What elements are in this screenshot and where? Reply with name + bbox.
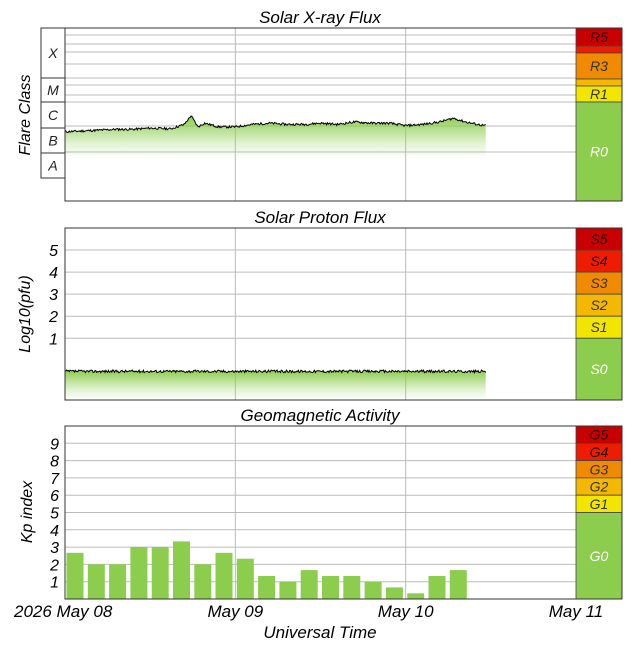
xray-band-3 [575, 52, 623, 80]
kp-bar [109, 564, 127, 599]
xray-band-label-3: R3 [590, 58, 608, 74]
geomag-ytick-4: 4 [50, 523, 59, 540]
kp-bar [300, 570, 318, 599]
xray-ylabel: Flare Class [17, 75, 34, 156]
geomag-band-label-4: G4 [590, 444, 609, 460]
geomag-band-label-5: G5 [590, 427, 609, 443]
flare-class-m: M [47, 82, 59, 98]
xray-band-label-0: R0 [590, 144, 608, 160]
kp-bar [151, 547, 169, 599]
kp-bar [385, 587, 403, 599]
kp-bar [215, 552, 233, 599]
xray-frame [64, 27, 623, 202]
proton-ytick-3: 3 [49, 287, 58, 304]
xray-band-label-5: R5 [590, 29, 608, 45]
geomag-ytick-3: 3 [50, 540, 59, 557]
xaxis-tick-0: 2026 May 08 [13, 602, 113, 621]
proton-band-label-3: S3 [590, 275, 607, 291]
proton-band-label-5: S5 [590, 231, 607, 247]
proton-ytick-2: 2 [48, 309, 58, 326]
geomag-band-label-3: G3 [590, 461, 609, 477]
proton-band-label-0: S0 [590, 361, 607, 377]
xaxis-tick-1: May 09 [207, 602, 263, 621]
proton-flux-fill [65, 370, 486, 400]
flare-class-c: C [48, 107, 59, 123]
geomag-ylabel: Kp index [19, 480, 36, 543]
xaxis-label: Universal Time [263, 623, 376, 642]
proton-band-label-2: S2 [590, 297, 607, 313]
geomag-band-label-1: G1 [590, 496, 609, 512]
geomag-band-0 [575, 512, 623, 600]
geomag-ytick-2: 2 [49, 557, 59, 574]
proton-band-label-4: S4 [590, 253, 607, 269]
geomag-ytick-9: 9 [50, 436, 59, 453]
kp-bar [130, 547, 148, 599]
kp-bar [258, 576, 276, 599]
geomag-ytick-7: 7 [50, 471, 60, 488]
flare-class-box-3 [40, 127, 66, 154]
kp-bar [343, 576, 361, 599]
proton-ylabel: Log10(pfu) [17, 275, 34, 352]
kp-bar [449, 570, 467, 599]
xray-title: Solar X-ray Flux [259, 8, 381, 27]
proton-ytick-1: 1 [49, 331, 58, 348]
flare-class-b: B [48, 133, 57, 149]
proton-band-0 [575, 337, 623, 401]
xray-flux-trace [64, 115, 486, 134]
proton-frame [64, 227, 623, 401]
proton-ytick-5: 5 [49, 243, 58, 260]
geomag-band-label-2: G2 [590, 479, 609, 495]
geomag-title: Geomagnetic Activity [240, 406, 401, 425]
geomag-ytick-8: 8 [50, 454, 59, 471]
flare-class-box-4 [40, 152, 66, 179]
flare-class-a: A [47, 158, 57, 174]
flare-class-box-0 [40, 27, 66, 79]
kp-bar [279, 581, 297, 599]
geomag-frame [64, 425, 623, 600]
xaxis-tick-2: May 10 [378, 602, 434, 621]
xray-plot-bg [65, 28, 576, 201]
kp-bar [322, 576, 339, 599]
kp-bar [66, 552, 84, 599]
kp-bar [236, 558, 254, 599]
flare-class-box-1 [40, 77, 66, 103]
proton-flux-trace [64, 368, 487, 375]
kp-bar [173, 541, 190, 599]
geomag-ytick-1: 1 [50, 575, 59, 592]
geomag-band-label-0: G0 [590, 548, 609, 564]
kp-bar [428, 576, 446, 599]
proton-band-label-1: S1 [590, 319, 607, 335]
geomag-ytick-6: 6 [50, 488, 59, 505]
xray-flux-fill [65, 116, 486, 158]
proton-title: Solar Proton Flux [254, 208, 386, 227]
xray-band-label-1: R1 [590, 86, 608, 102]
kp-bar [364, 581, 382, 599]
proton-ytick-4: 4 [49, 265, 58, 282]
xray-band-4 [575, 45, 623, 54]
geomag-ytick-5: 5 [50, 506, 59, 523]
xaxis-tick-3: May 11 [549, 602, 604, 621]
xray-band-2 [575, 78, 623, 87]
kp-bar [194, 564, 212, 599]
kp-bar [407, 593, 425, 599]
kp-bar [87, 564, 105, 599]
flare-class-x: X [47, 45, 58, 61]
